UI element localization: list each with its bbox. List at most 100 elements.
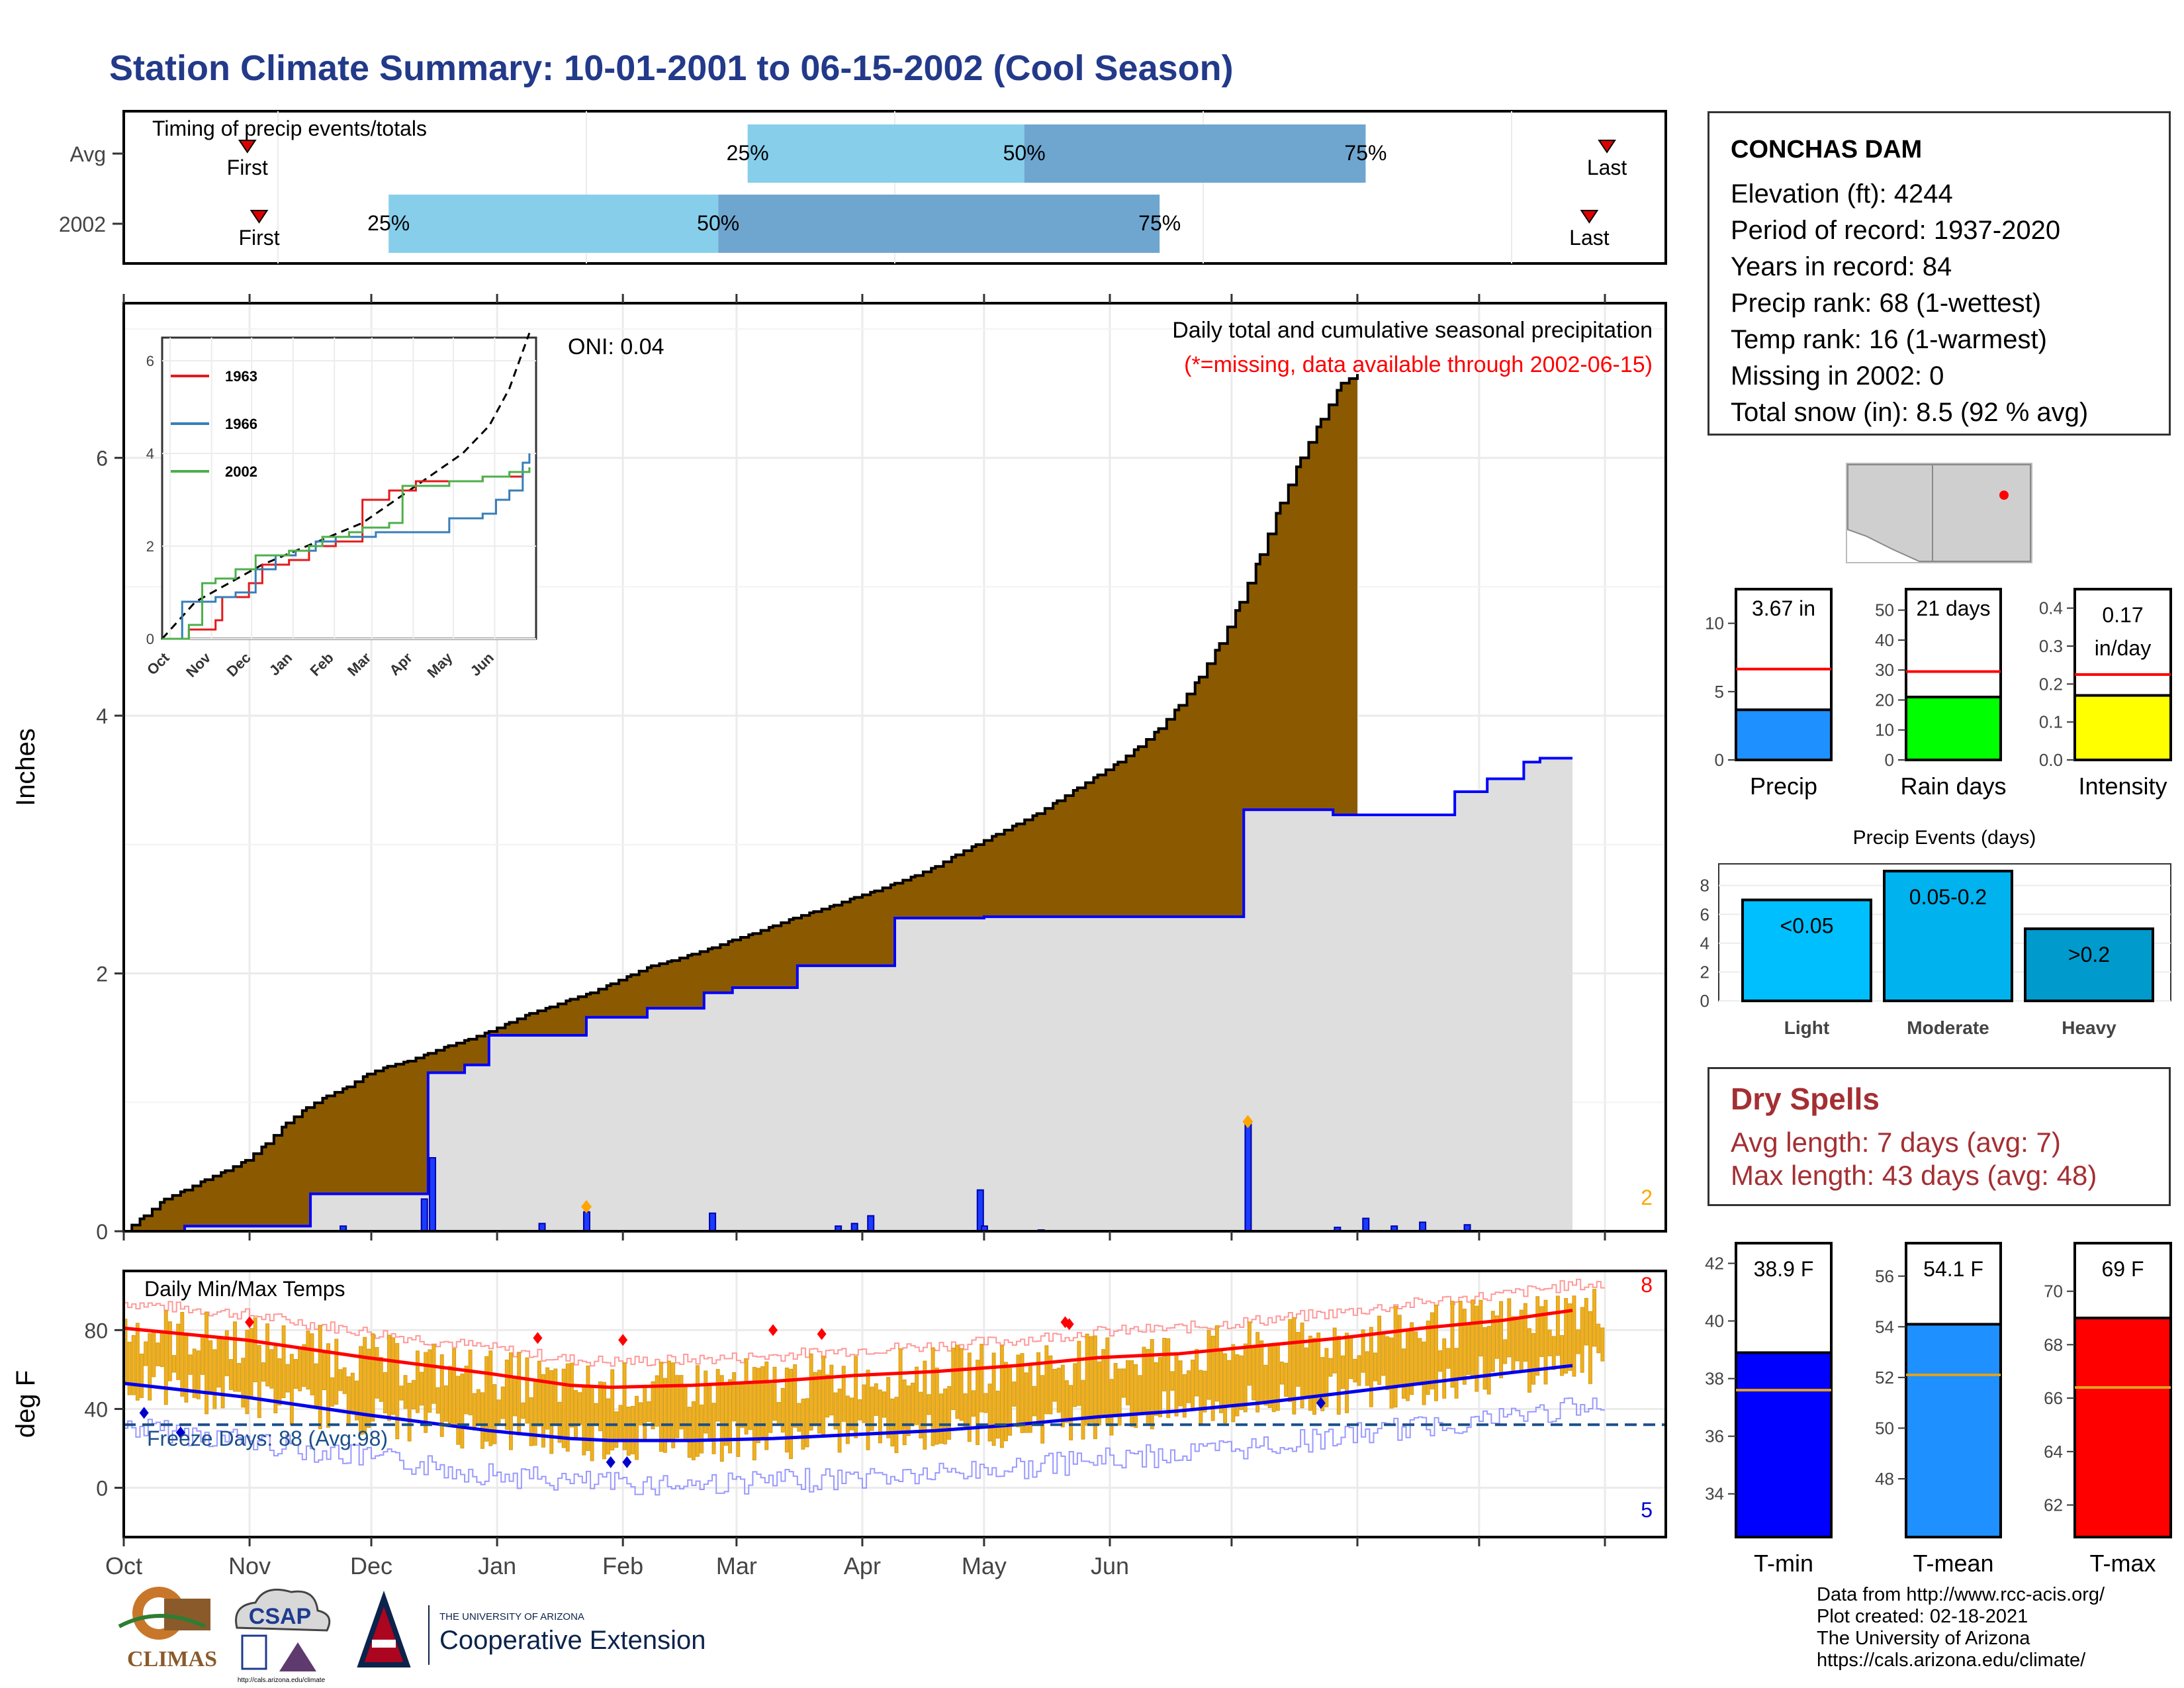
mini-precip-panels: 3.67 in 0 5 10 Precip 21 days 0 10 20 30 40 50 Rain … xyxy=(1705,588,2172,800)
event-bar-label: 0.05-0.2 xyxy=(1909,885,1987,909)
y-tick-label: 38 xyxy=(1705,1369,1724,1389)
daily-temp-bar xyxy=(1308,1335,1312,1411)
daily-temp-bar xyxy=(1462,1309,1467,1385)
daily-temp-bar xyxy=(1320,1357,1325,1411)
csap-text: CSAP xyxy=(249,1604,311,1629)
daily-temp-bar xyxy=(622,1362,627,1450)
y-tick-label: 2 xyxy=(1700,962,1709,982)
daily-temp-bar xyxy=(443,1385,448,1422)
daily-temp-bar xyxy=(1012,1382,1017,1407)
daily-temp-bar xyxy=(1077,1340,1081,1406)
csap-url: http://cals.arizona.edu/climate xyxy=(238,1677,326,1684)
daily-temp-bar xyxy=(241,1358,246,1408)
daily-temp-bar xyxy=(350,1372,355,1413)
daily-temp-bar xyxy=(1032,1385,1036,1417)
daily-temp-bar xyxy=(752,1367,756,1461)
daily-temp-bar xyxy=(1304,1347,1308,1397)
daily-temp-bar xyxy=(1458,1301,1463,1380)
daily-temp-bar xyxy=(1199,1370,1203,1424)
daily-temp-bar xyxy=(1523,1303,1527,1362)
daily-temp-bar xyxy=(1113,1363,1118,1416)
temps-frame xyxy=(122,1270,1667,1538)
daily-temp-bar xyxy=(850,1397,854,1430)
mini-category-label: Precip xyxy=(1750,773,1817,800)
daily-temp-bar xyxy=(1422,1341,1426,1405)
intensity-panel: 0.17 in/day 0.0 0.1 0.2 0.3 0.4 Intensity xyxy=(2039,588,2172,800)
daily-temp-bar xyxy=(144,1341,148,1366)
event-category-label: Light xyxy=(1784,1017,1829,1038)
mini-category-label: T-max xyxy=(2089,1550,2156,1577)
first-marker-label: First xyxy=(227,156,268,179)
daily-temp-bar xyxy=(1060,1364,1065,1428)
mini-value-label: 21 days xyxy=(1916,596,1990,620)
y-tick-label: 62 xyxy=(2044,1495,2063,1515)
inset-series-line xyxy=(162,467,531,640)
y-tick-label: 54 xyxy=(1875,1317,1894,1336)
daily-temp-bar xyxy=(1263,1364,1268,1406)
daily-temp-bar xyxy=(1475,1305,1479,1392)
daily-temp-bar xyxy=(1052,1368,1057,1402)
station-line: Period of record: 1937-2020 xyxy=(1731,216,2061,245)
daily-temp-bar xyxy=(1284,1362,1289,1397)
daily-temp-bar xyxy=(363,1336,367,1434)
daily-temp-bar xyxy=(1430,1312,1434,1389)
cumulative-2002-line xyxy=(124,757,1572,1233)
y-tick-label: 80 xyxy=(84,1319,108,1342)
daily-temp-bar xyxy=(1381,1333,1386,1376)
daily-temp-bar xyxy=(492,1384,497,1444)
daily-temp-bar xyxy=(253,1317,257,1383)
daily-temp-bar xyxy=(1056,1368,1061,1413)
daily-temp-bar xyxy=(927,1394,931,1415)
y-tick-label: 0 xyxy=(1715,750,1724,770)
mini-temp-panels: 38.9 F 34 36 38 40 42 T-min 54.1 F 48 50 52 54 56 T-m… xyxy=(1705,1242,2172,1577)
daily-temp-bar xyxy=(237,1363,242,1392)
y-tick-label: 48 xyxy=(1875,1469,1894,1489)
daily-temp-bar xyxy=(671,1362,676,1448)
y-tick-label: 64 xyxy=(2044,1442,2063,1462)
daily-temp-bar xyxy=(1312,1338,1316,1415)
daily-temp-bar xyxy=(1292,1317,1297,1415)
daily-temp-bar xyxy=(245,1329,250,1415)
daily-temp-bar xyxy=(776,1402,781,1426)
daily-temp-bar xyxy=(395,1343,400,1440)
x-tick-label: Dec xyxy=(350,1552,392,1579)
corner-value: 2 xyxy=(1641,1186,1653,1209)
daily-temp-bar xyxy=(618,1405,623,1440)
daily-temp-bar xyxy=(959,1348,964,1421)
daily-temp-bar xyxy=(934,1368,939,1445)
ua-small-text: THE UNIVERSITY OF ARIZONA xyxy=(439,1611,584,1622)
daily-temp-bar xyxy=(1426,1321,1430,1395)
daily-temp-bar xyxy=(1093,1335,1097,1440)
daily-temp-bar xyxy=(415,1350,420,1413)
daily-temp-bar xyxy=(890,1398,895,1447)
daily-temp-bar xyxy=(667,1360,672,1442)
x-tick-label: May xyxy=(962,1552,1007,1579)
daily-temp-bar xyxy=(407,1383,412,1442)
daily-temp-bar xyxy=(1560,1335,1564,1376)
y-tick-label: 42 xyxy=(1705,1253,1724,1273)
daily-temp-bar xyxy=(261,1362,265,1382)
daily-temp-bar xyxy=(1503,1339,1508,1364)
event-bar xyxy=(2024,927,2154,1002)
daily-temp-bar xyxy=(1592,1289,1597,1347)
daily-temp-bar xyxy=(159,1332,164,1368)
daily-temp-bar xyxy=(578,1392,582,1425)
first-marker-label: First xyxy=(238,226,279,250)
daily-temp-bar xyxy=(1150,1339,1154,1430)
daily-temp-bar xyxy=(874,1383,878,1416)
daily-temp-bar xyxy=(399,1385,404,1401)
daily-temp-bar xyxy=(1178,1360,1183,1407)
daily-temp-bar xyxy=(1434,1305,1438,1401)
daily-temp-bar xyxy=(1020,1353,1024,1433)
daily-temp-bar xyxy=(306,1330,310,1390)
daily-temp-bar xyxy=(1568,1303,1572,1371)
daily-temp-bar xyxy=(938,1393,943,1444)
daily-temp-bar xyxy=(878,1389,882,1444)
logo-strip: CLIMAS CSAP http://cals.arizona.edu/clim… xyxy=(106,1579,741,1688)
daily-precip-bar xyxy=(429,1157,436,1232)
daily-temp-bar xyxy=(314,1363,318,1407)
daily-temp-bar xyxy=(172,1355,176,1373)
daily-temp-bar xyxy=(476,1389,480,1425)
y-tick-label: 0.0 xyxy=(2039,750,2063,770)
